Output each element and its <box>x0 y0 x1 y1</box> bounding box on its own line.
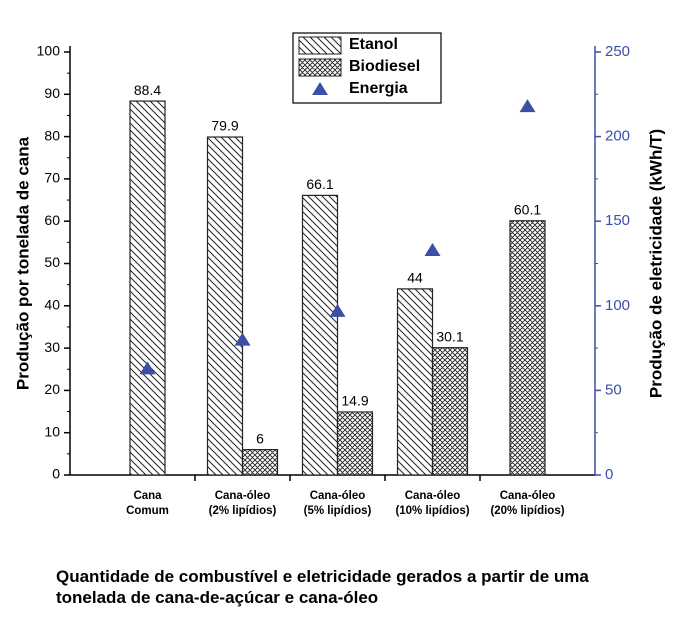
y-tick-label: 20 <box>44 381 60 397</box>
value-label: 60.1 <box>514 201 541 217</box>
y-tick-label: 100 <box>37 43 61 59</box>
x-tick-label: Cana-óleo (20% lipídios) <box>490 490 565 517</box>
legend-swatch <box>298 36 342 55</box>
bar <box>241 449 279 476</box>
y2-axis-label: Produção de eletricidade (kWh/T) <box>646 129 665 398</box>
x-tick-label: Cana-óleo (2% lipídios) <box>208 490 277 517</box>
value-label: 30.1 <box>436 328 463 344</box>
value-label: 88.4 <box>134 82 161 98</box>
y2-tick-label: 250 <box>605 43 630 60</box>
bar <box>509 220 546 476</box>
bar <box>206 136 244 476</box>
y-tick-label: 30 <box>44 339 60 355</box>
legend-swatch <box>298 58 342 77</box>
value-label: 66.1 <box>306 176 333 192</box>
marker <box>519 99 536 113</box>
x-tick-label: Cana Comum <box>126 490 169 517</box>
y2-tick-label: 200 <box>605 128 630 145</box>
y2-tick-label: 150 <box>605 212 630 229</box>
marker <box>424 242 441 256</box>
y2-tick-label: 100 <box>605 297 630 314</box>
legend-label: Etanol <box>349 36 398 53</box>
bar <box>301 194 339 476</box>
y2-tick-label: 0 <box>605 466 613 483</box>
value-label: 6 <box>256 430 264 446</box>
y-tick-label: 50 <box>44 254 60 270</box>
value-label: 79.9 <box>211 118 238 134</box>
chart: 0 10 20 30 40 50 60 70 80 90 100 0 50 100 150 200 250 Pro… <box>13 32 665 483</box>
legend-label: Energia <box>349 80 408 97</box>
marker <box>234 332 251 346</box>
y-tick-label: 70 <box>44 170 60 186</box>
value-label: 14.9 <box>341 393 368 409</box>
value-label: 44 <box>407 270 423 286</box>
x-tick-label: Cana-óleo (10% lipídios) <box>395 490 470 517</box>
x-tick-label: Cana-óleo (5% lipídios) <box>303 490 372 517</box>
y-tick-label: 10 <box>44 423 60 439</box>
marker <box>329 303 346 317</box>
y-tick-label: 80 <box>44 127 60 143</box>
legend-label: Biodiesel <box>349 58 420 75</box>
y-tick-label: 60 <box>44 212 60 228</box>
caption: Quantidade de combustível e eletricidade… <box>56 567 589 607</box>
y-tick-label: 0 <box>52 466 60 482</box>
y2-tick-label: 50 <box>605 381 622 398</box>
y-tick-label: 40 <box>44 297 60 313</box>
bar <box>396 288 434 476</box>
marker <box>139 361 156 375</box>
legend-marker <box>312 82 328 95</box>
y-axis-label: Produção por tonelada de cana <box>13 136 32 390</box>
y-tick-label: 90 <box>44 85 60 101</box>
bar <box>336 411 374 476</box>
bar <box>129 100 166 476</box>
bar <box>431 347 469 476</box>
